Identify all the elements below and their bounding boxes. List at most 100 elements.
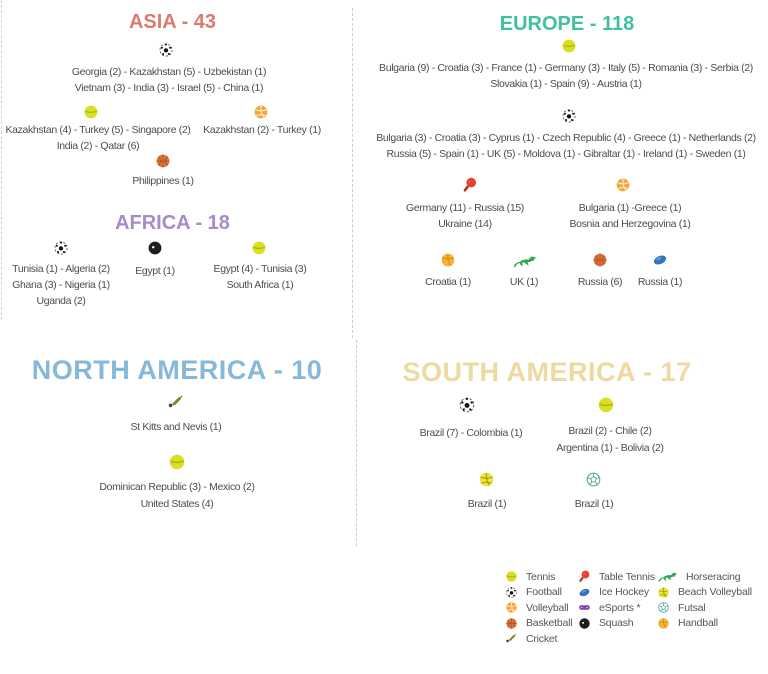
cricket-icon	[167, 393, 185, 411]
tennis-icon	[83, 104, 99, 120]
country-line: Dominican Republic (3) - Mexico (2)	[99, 481, 255, 493]
legend-label: Volleyball	[526, 601, 569, 614]
legend-item: Basketball	[505, 617, 573, 630]
country-line: Slovakia (1) - Spain (9) - Austria (1)	[490, 78, 642, 90]
legend-label: Ice Hockey	[599, 586, 649, 598]
country-line: Tunisia (1) - Algeria (2)	[12, 263, 110, 275]
legend-label: Cricket	[526, 632, 558, 645]
country-line: Bulgaria (3) - Croatia (3) - Cyprus (1) …	[376, 132, 756, 144]
country-line: Philippines (1)	[132, 175, 194, 187]
legend-label: Squash	[599, 617, 634, 629]
country-line: St Kitts and Nevis (1)	[130, 421, 222, 433]
country-line: UK (1)	[509, 276, 539, 288]
south-america-title: SOUTH AMERICA - 17	[402, 357, 692, 387]
legend-label: Table Tennis	[599, 570, 655, 583]
country-line: Bulgaria (9) - Croatia (3) - France (1) …	[379, 62, 753, 74]
asia-football-countries: Georgia (2) - Kazakhstan (5) - Uzbekista…	[4, 64, 334, 96]
handball-icon	[440, 252, 456, 268]
asia-tennis-countries: Kazakhstan (4) - Turkey (5) - Singapore …	[0, 122, 196, 154]
legend-item: Squash	[578, 617, 655, 630]
table-tennis-icon	[462, 177, 478, 193]
squash-icon	[147, 240, 163, 256]
europe-football-countries: Bulgaria (3) - Croatia (3) - Cyprus (1) …	[359, 130, 768, 162]
volleyball-icon	[253, 104, 269, 120]
legend-item: Futsal	[657, 601, 752, 614]
basketball-icon	[505, 617, 518, 630]
beach-volleyball-icon	[478, 471, 495, 488]
tennis-icon	[597, 396, 615, 414]
north-america-tennis-countries: Dominican Republic (3) - Mexico (2) Unit…	[27, 479, 327, 513]
country-line: Croatia (1)	[425, 276, 471, 288]
esports-icon	[578, 601, 591, 614]
country-line: Germany (11) - Russia (15)	[406, 202, 524, 214]
country-line: Brazil (1)	[574, 498, 614, 510]
football-icon	[53, 240, 69, 256]
south-america-beach-volleyball-countries: Brazil (1)	[437, 496, 537, 513]
basketball-icon	[592, 252, 608, 268]
legend-label: Football	[526, 586, 562, 598]
africa-squash-countries: Egypt (1)	[105, 263, 205, 279]
left-dashed-border	[1, 0, 2, 320]
volleyball-icon	[505, 601, 518, 614]
handball-icon	[657, 617, 670, 630]
football-icon	[458, 396, 476, 414]
country-line: Ghana (3) - Nigeria (1)	[12, 279, 110, 291]
country-line: Argentina (1) - Bolivia (2)	[556, 442, 664, 454]
futsal-icon	[657, 601, 670, 614]
legend-label: Beach Volleyball	[678, 586, 752, 598]
legend-column-3: Horseracing Beach Volleyball Futsal Hand…	[657, 570, 752, 630]
legend-column-2: Table Tennis Ice Hockey eSports * Squash	[578, 570, 655, 630]
ice-hockey-icon	[578, 586, 591, 599]
country-line: Russia (5) - Spain (1) - UK (5) - Moldov…	[386, 148, 746, 160]
legend-item: Football	[505, 586, 572, 599]
country-line: South Africa (1)	[226, 279, 294, 291]
vertical-divider-bottom	[356, 340, 357, 546]
legend-label: Handball	[678, 617, 718, 629]
squash-icon	[578, 617, 591, 630]
south-america-football-countries: Brazil (7) - Colombia (1)	[381, 425, 561, 442]
country-line: Vietnam (3) - India (3) - Israel (5) - C…	[74, 82, 264, 94]
asia-volleyball-countries: Kazakhstan (2) - Turkey (1)	[196, 122, 328, 138]
volleyball-icon	[615, 177, 631, 193]
vertical-divider-top	[352, 8, 353, 338]
country-line: Brazil (7) - Colombia (1)	[419, 427, 523, 439]
africa-title: AFRICA - 18	[115, 212, 230, 234]
country-line: Brazil (1)	[467, 498, 507, 510]
north-america-cricket-countries: St Kitts and Nevis (1)	[46, 419, 306, 436]
country-line: Kazakhstan (4) - Turkey (5) - Singapore …	[5, 124, 191, 136]
legend-label: Futsal	[678, 601, 706, 614]
legend-column-1: Tennis Football Volleyball Basketball Cr…	[505, 570, 573, 645]
legend-item: Handball	[657, 617, 752, 630]
country-line: Bulgaria (1) -Greece (1)	[578, 202, 682, 214]
europe-volleyball-countries: Bulgaria (1) -Greece (1) Bosnia and Herz…	[545, 200, 715, 232]
legend-label: Tennis	[526, 570, 556, 583]
asia-basketball-countries: Philippines (1)	[98, 173, 228, 189]
legend-item: Cricket	[505, 632, 572, 645]
country-line: Georgia (2) - Kazakhstan (5) - Uzbekista…	[71, 66, 267, 78]
tennis-icon	[561, 38, 577, 54]
football-icon	[561, 108, 577, 124]
football-icon	[158, 42, 174, 58]
legend-item: Table Tennis	[578, 570, 655, 583]
north-america-title: NORTH AMERICA - 10	[31, 355, 323, 385]
table-tennis-icon	[578, 570, 591, 583]
south-america-futsal-countries: Brazil (1)	[544, 496, 644, 513]
country-line: India (2) - Qatar (6)	[56, 140, 140, 152]
country-line: Uganda (2)	[36, 295, 86, 307]
beach-volleyball-icon	[657, 586, 670, 599]
legend-item: Tennis	[505, 570, 572, 583]
europe-title: EUROPE - 118	[499, 13, 635, 35]
futsal-icon	[585, 471, 602, 488]
cricket-icon	[505, 632, 518, 645]
ice-hockey-icon	[652, 252, 668, 268]
europe-horseracing-countries: UK (1)	[484, 274, 564, 290]
country-line: United States (4)	[140, 498, 214, 510]
horseracing-icon	[657, 570, 678, 583]
country-line: Brazil (2) - Chile (2)	[568, 425, 652, 437]
europe-basketball-countries: Russia (6)	[560, 274, 640, 290]
legend-label: eSports *	[599, 601, 641, 614]
legend-item: Beach Volleyball	[657, 586, 752, 599]
football-icon	[505, 586, 518, 599]
legend-item: eSports *	[578, 601, 655, 614]
tennis-icon	[168, 453, 186, 471]
